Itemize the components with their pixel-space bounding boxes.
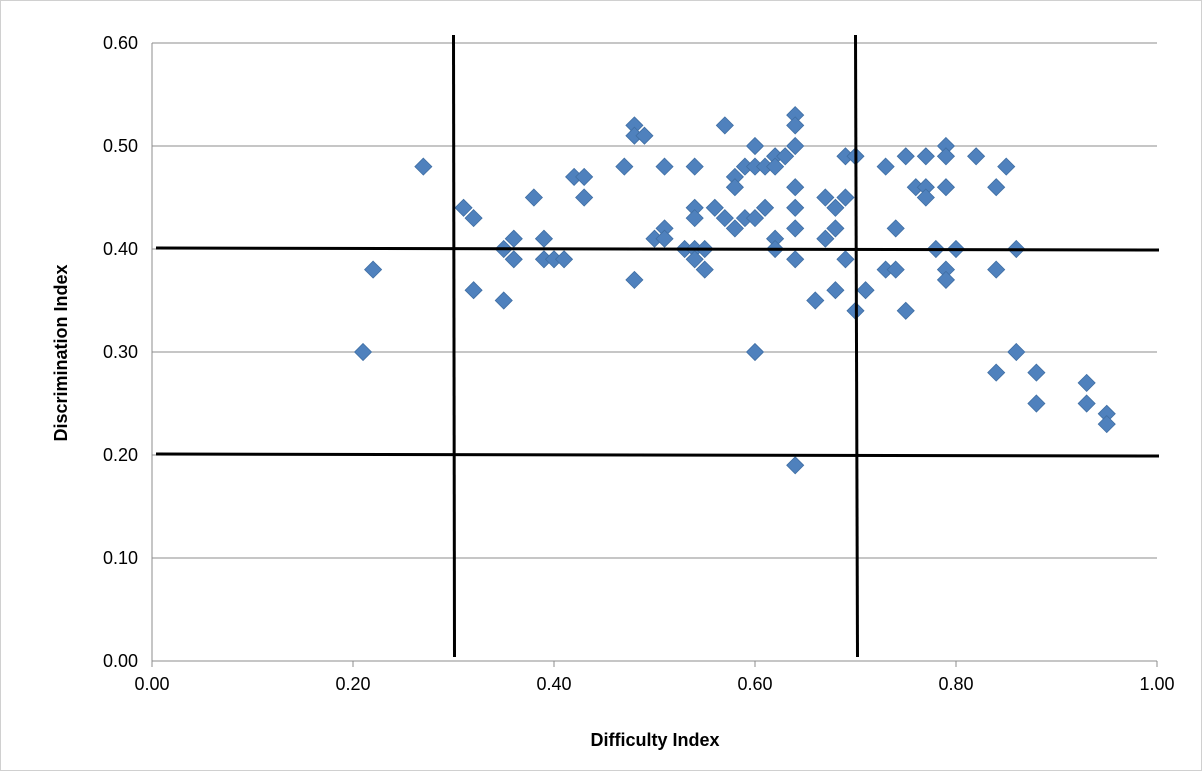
data-point <box>786 219 805 238</box>
data-point <box>786 178 805 197</box>
data-point <box>725 178 744 197</box>
data-point <box>1077 394 1096 413</box>
data-point <box>464 281 483 300</box>
data-point <box>786 456 805 475</box>
data-point <box>806 291 825 310</box>
data-point <box>987 178 1006 197</box>
data-point <box>786 198 805 217</box>
data-point <box>414 157 433 176</box>
data-point <box>625 270 644 289</box>
data-point <box>856 281 875 300</box>
y-tick-label: 0.00 <box>103 651 138 671</box>
data-point <box>755 198 775 217</box>
data-point <box>705 198 724 217</box>
data-point <box>745 209 765 228</box>
data-point <box>575 167 594 186</box>
reference-lines <box>155 34 1160 658</box>
data-point <box>916 188 935 207</box>
data-point <box>353 342 373 362</box>
data-point <box>896 147 915 166</box>
data-point <box>766 157 785 176</box>
reference-line-vertical <box>452 34 456 658</box>
data-point <box>635 126 654 145</box>
data-point <box>876 157 895 176</box>
data-point <box>936 178 956 197</box>
data-point <box>524 188 543 207</box>
data-point <box>1007 342 1026 362</box>
data-point <box>936 147 956 166</box>
data-point <box>967 147 986 166</box>
data-point <box>987 260 1006 279</box>
gridlines <box>152 42 1157 559</box>
x-tick-label: 1.00 <box>1139 674 1174 694</box>
x-tick-label: 0.60 <box>737 674 772 694</box>
data-point <box>494 291 513 310</box>
data-point <box>896 301 915 320</box>
y-tick-label: 0.50 <box>103 136 138 156</box>
reference-line-horizontal <box>155 452 1160 458</box>
data-point <box>655 157 674 176</box>
data-point <box>695 260 714 279</box>
data-point <box>715 116 734 135</box>
reference-line-vertical <box>854 34 859 658</box>
data-point <box>816 188 835 207</box>
y-tick-label: 0.60 <box>103 33 138 53</box>
x-tick-label: 0.00 <box>134 674 169 694</box>
y-tick-label: 0.10 <box>103 548 138 568</box>
x-tick-label: 0.20 <box>335 674 370 694</box>
data-point <box>1077 373 1096 392</box>
data-point <box>886 260 905 279</box>
data-point <box>715 209 734 228</box>
data-point <box>987 363 1006 382</box>
data-point <box>826 281 845 300</box>
data-point <box>916 147 935 166</box>
reference-line-horizontal <box>155 246 1160 252</box>
y-axis-title: Discrimination Index <box>51 264 71 441</box>
data-point <box>615 157 634 176</box>
data-point <box>745 342 765 362</box>
data-point <box>826 198 845 217</box>
y-tick-label: 0.20 <box>103 445 138 465</box>
tick-labels: 0.00 0.10 0.20 0.30 0.40 0.50 0.60 0.00 0.20 0.40… <box>103 33 1175 694</box>
data-points <box>353 106 1116 475</box>
data-point <box>454 198 473 217</box>
data-point <box>816 229 835 248</box>
data-point <box>575 188 594 207</box>
data-point <box>554 250 574 269</box>
data-point <box>836 188 855 207</box>
data-point <box>886 219 905 238</box>
x-tick-label: 0.80 <box>938 674 973 694</box>
data-point <box>786 116 805 135</box>
y-tick-label: 0.40 <box>103 239 138 259</box>
x-tick-label: 0.40 <box>536 674 571 694</box>
data-point <box>786 136 805 156</box>
data-point <box>836 250 855 269</box>
data-point <box>1027 363 1046 382</box>
data-point <box>685 209 704 228</box>
data-point <box>1097 415 1116 434</box>
data-point <box>936 270 956 289</box>
x-axis-title: Difficulty Index <box>590 730 719 750</box>
data-point <box>364 260 383 279</box>
data-point <box>786 250 805 269</box>
data-point <box>685 157 704 176</box>
data-point <box>725 219 744 238</box>
data-point <box>745 136 765 156</box>
data-point <box>1027 394 1046 413</box>
y-tick-label: 0.30 <box>103 342 138 362</box>
data-point <box>685 250 704 269</box>
data-point <box>534 229 554 248</box>
data-point <box>464 209 483 228</box>
data-point <box>997 157 1016 176</box>
data-point <box>826 219 845 238</box>
axes <box>151 43 1158 667</box>
data-point <box>776 147 795 166</box>
data-point <box>504 250 523 269</box>
data-point <box>504 229 523 248</box>
data-point <box>655 229 674 248</box>
